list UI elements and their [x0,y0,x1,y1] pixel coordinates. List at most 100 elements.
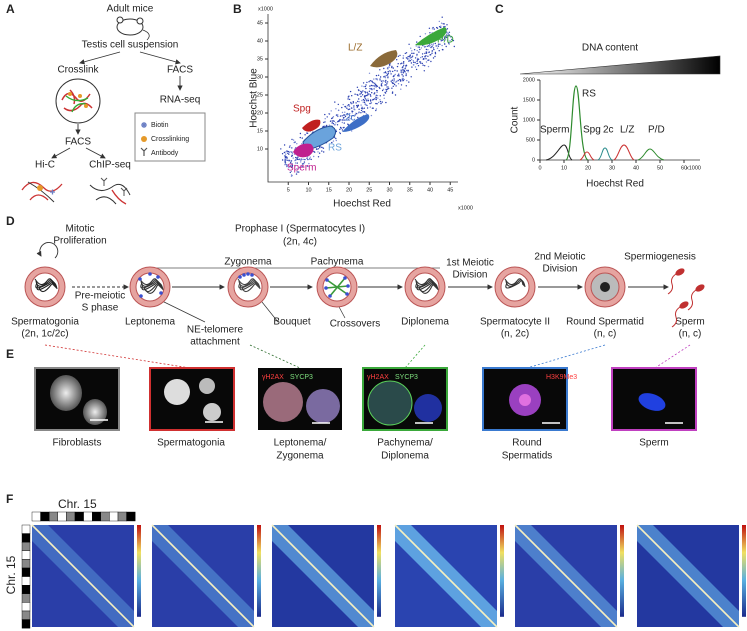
scatter-dot [306,132,309,134]
scatter-dot [344,105,346,108]
scatter-dot [391,66,393,69]
crosslink-cell [55,78,101,124]
label: γH2AX [367,374,389,381]
scatter-dot [437,43,440,45]
scatter-dot [451,38,453,41]
scatter-dot [361,106,363,108]
scatter-dot [375,98,377,101]
scatter-dot [430,60,432,63]
scatter-dot [352,110,354,113]
label: Testis cell suspension [82,40,179,51]
scatter-dot [370,84,373,87]
scatter-dot [376,103,378,105]
scatter-dot [399,80,402,82]
scatter-dot [375,86,377,88]
label: RNA-seq [160,95,201,106]
scatter-dot [408,43,410,45]
scatter-dot [444,39,447,41]
scatter-dot [452,39,455,42]
scatter-dot [394,69,396,72]
scatter-dot [427,65,430,68]
scatter-dot [444,25,446,28]
micrograph [149,367,235,431]
scatter-dot [283,151,286,154]
scatter-dot [375,83,377,86]
scatter-dot [398,75,400,77]
scatter-dot [379,99,381,101]
label: Pachynema [311,257,364,268]
x-tick-label: 5 [287,187,290,193]
scatter-dot [400,69,402,71]
label: Sperm [540,125,569,136]
panel-c-part [539,80,700,161]
scatter-dot [417,46,419,48]
scatter-dot [358,98,360,100]
scatter-dot [424,33,427,35]
scatter-dot [365,113,367,115]
band [21,533,31,543]
scatter-dot [404,70,406,73]
scatter-dot [363,85,365,88]
scatter-dot [392,85,394,88]
scatter-dot [373,84,376,87]
scatter-dot [446,36,448,39]
crosslink-cell-part [68,92,72,96]
caption: Spermatids [502,451,553,462]
scatter-dot [418,46,420,48]
scatter-dot [357,100,359,103]
scatter-dot [446,28,449,30]
scatter-dot [432,43,435,45]
label: Spg [583,125,601,136]
scatter-dot [370,100,372,102]
scatter-dot [367,98,369,100]
scatter-dot [402,57,404,59]
scatter-dot [363,100,365,102]
nucleus [83,399,107,425]
scatter-dot [422,64,424,66]
scatter-dot [428,51,430,53]
caption: Round [512,438,541,449]
scatter-dot [364,103,366,105]
band [21,610,31,620]
sperm-head [679,301,689,309]
diagonal [636,524,740,628]
scatter-dot [372,99,374,101]
scatter-dot [411,55,414,57]
telomere [343,276,347,280]
label: D [6,214,15,228]
scatter-dot [397,63,399,65]
sperm-tail [671,306,681,328]
scatter-dot [446,32,448,34]
scatter-dot [436,47,439,49]
scatter-dot [433,48,435,51]
scatter-dot [353,105,355,107]
scatter-dot [296,168,298,170]
label: Hoechst Blue [249,68,260,128]
scatter-dot [337,103,339,106]
scatter-dot [286,165,288,168]
scatter-dot [392,67,394,69]
scatter-dot [404,52,406,55]
scatter-dot [336,115,339,117]
x-tick-label: 30 [386,187,392,193]
scatter-dot [370,102,372,104]
label: (2n, 1c/2c) [21,329,68,340]
scatter-dot [292,157,294,159]
scatter-dot [420,62,422,64]
label: Crosslink [57,65,99,76]
mouse-icon [116,16,150,41]
scatter-dot [386,81,389,83]
scatter-dot [434,51,437,54]
scatter-dot [391,65,393,68]
y-tick-label: 2000 [523,77,535,83]
scatter-dot [365,104,367,106]
scatter-dot [374,92,376,94]
scatter-dot [410,58,413,61]
label: 2c [603,125,614,136]
crosslink-cell-part [84,104,88,108]
scatter-dot [371,107,374,109]
scatter-dot [317,148,319,150]
scatter-dot [447,32,449,35]
scatter-dot [397,75,399,77]
label: L/Z [620,125,634,136]
